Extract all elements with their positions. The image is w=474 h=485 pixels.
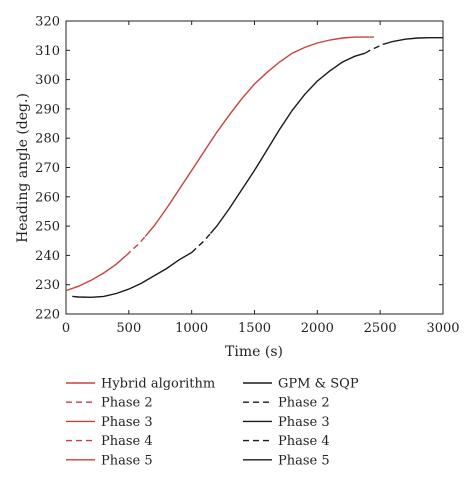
legend-label: Phase 2 [278, 396, 330, 411]
x-axis-title: Time (s) [225, 344, 283, 360]
series-layer [65, 36, 443, 299]
legend-label: Phase 5 [278, 453, 330, 468]
ticks-layer: 0 500 1000 1500 2000 2500 3000 220 230 240 250 260 2… [35, 15, 459, 337]
legend-label: Phase 3 [278, 415, 330, 430]
series-line-gpm [72, 251, 193, 299]
y-tick-label: 300 [35, 73, 60, 88]
y-tick-label: 320 [35, 15, 60, 30]
legend-label: Phase 5 [101, 453, 153, 468]
legend-label: Phase 4 [278, 434, 330, 449]
y-tick-label: 310 [35, 44, 60, 59]
x-tick-label: 0 [62, 321, 70, 336]
x-tick-label: 2000 [301, 321, 334, 336]
series-line-hybrid [65, 254, 127, 292]
legend-label: GPM & SQP [278, 377, 359, 392]
y-tick-label: 270 [35, 161, 60, 176]
y-tick-label: 280 [35, 132, 60, 147]
y-tick-label: 260 [35, 190, 60, 205]
legend: Hybrid algorithm Phase 2 Phase 3 Phase 4 Pha… [66, 377, 359, 468]
series-line-gpm [209, 52, 366, 234]
y-tick-label: 290 [35, 102, 60, 117]
y-axis-title: Heading angle (deg.) [15, 93, 31, 243]
series-line-hybrid [125, 235, 146, 256]
legend-label: Hybrid algorithm [101, 377, 215, 392]
x-tick-label: 500 [116, 321, 141, 336]
y-tick-label: 230 [35, 278, 60, 293]
series-line-hybrid [144, 36, 364, 237]
legend-label: Phase 4 [101, 434, 153, 449]
y-tick-label: 240 [35, 249, 60, 264]
series-line-gpm [382, 37, 443, 46]
x-tick-label: 1500 [238, 321, 271, 336]
series-line-gpm [191, 232, 212, 254]
series-line-gpm [364, 43, 384, 54]
x-tick-label: 3000 [426, 321, 459, 336]
x-tick-label: 2500 [364, 321, 397, 336]
x-tick-label: 1000 [175, 321, 208, 336]
plot-frame [65, 20, 444, 315]
y-tick-label: 250 [35, 220, 60, 235]
legend-label: Phase 2 [101, 396, 153, 411]
legend-label: Phase 3 [101, 415, 153, 430]
y-tick-label: 220 [35, 308, 60, 323]
